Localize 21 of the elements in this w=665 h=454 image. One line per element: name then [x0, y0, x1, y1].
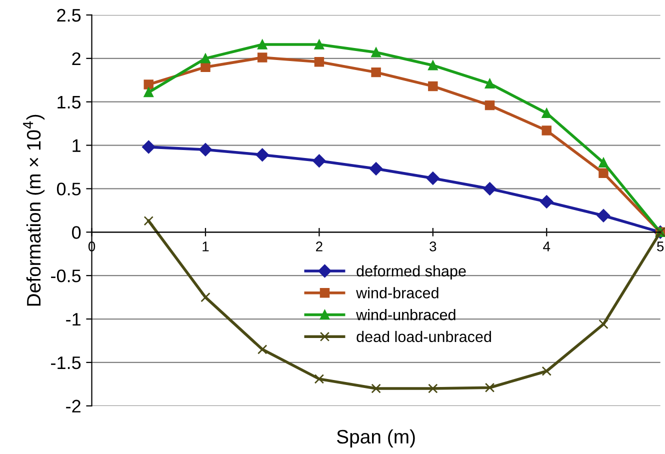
x-tick-label: 3 — [430, 242, 436, 252]
x-tick-label: 5 — [657, 242, 664, 252]
legend-label: dead load-unbraced — [356, 330, 491, 342]
y-tick-label: 2 — [72, 52, 80, 65]
y-tick-label: 1 — [72, 139, 80, 152]
legend-label: deformed shape — [356, 265, 466, 280]
y-axis-title: Deformation (m × 10$^{4}$) — [23, 114, 44, 306]
y-tick-label: -1 — [66, 313, 80, 326]
legend-label: wind-unbraced — [356, 309, 456, 320]
x-tick-label: 1 — [202, 242, 209, 252]
y-tick-label: 0.5 — [56, 182, 81, 196]
y-tick-label: 1.5 — [58, 96, 81, 109]
y-tick-label: -2 — [66, 400, 80, 412]
legend-label: wind-braced — [356, 287, 438, 298]
y-tick-label: -0.5 — [51, 270, 81, 282]
x-tick-label: 2 — [316, 242, 322, 252]
y-tick-label: 2.5 — [57, 8, 81, 22]
y-tick-label: 0 — [72, 226, 81, 239]
y-tick-label: -1.5 — [51, 356, 81, 370]
x-axis-title: Span (m) — [336, 429, 415, 448]
x-tick-label: 4 — [543, 242, 550, 252]
